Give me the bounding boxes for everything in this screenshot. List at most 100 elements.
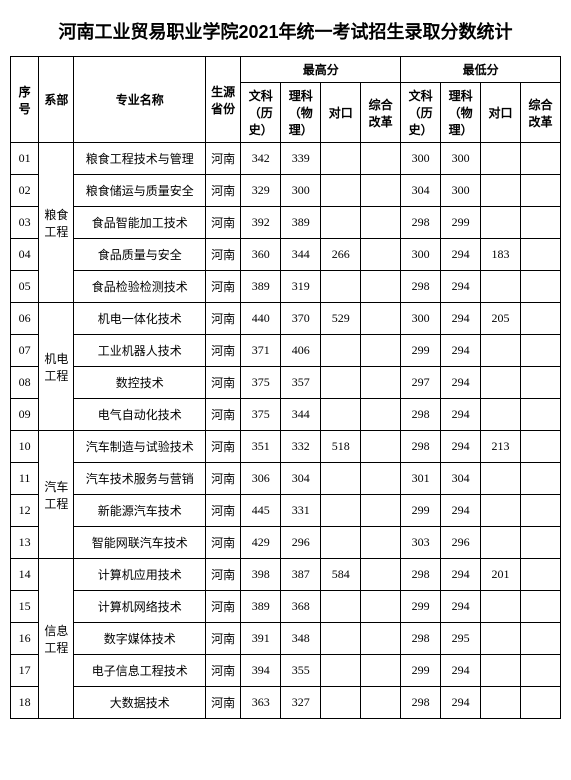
cell-high-zong [361,271,401,303]
cell-high-li: 319 [281,271,321,303]
cell-low-dui [481,463,521,495]
cell-prov: 河南 [206,399,241,431]
cell-high-dui [321,399,361,431]
table-row: 06机电工程机电一体化技术河南440370529300294205 [11,303,561,335]
cell-high-wen: 371 [241,335,281,367]
cell-low-dui [481,655,521,687]
cell-low-zong [521,527,561,559]
cell-high-li: 387 [281,559,321,591]
cell-high-wen: 394 [241,655,281,687]
cell-low-zong [521,239,561,271]
table-row: 14信息工程计算机应用技术河南398387584298294201 [11,559,561,591]
th-seq: 序号 [11,57,39,143]
cell-low-zong [521,271,561,303]
cell-major: 电子信息工程技术 [74,655,206,687]
cell-prov: 河南 [206,367,241,399]
cell-high-dui [321,655,361,687]
cell-low-li: 294 [441,655,481,687]
cell-high-zong [361,623,401,655]
page-title: 河南工业贸易职业学院2021年统一考试招生录取分数统计 [10,18,561,44]
cell-low-li: 304 [441,463,481,495]
cell-low-wen: 298 [401,687,441,719]
cell-low-li: 294 [441,559,481,591]
cell-low-zong [521,399,561,431]
cell-prov: 河南 [206,559,241,591]
cell-low-wen: 300 [401,303,441,335]
cell-prov: 河南 [206,431,241,463]
cell-prov: 河南 [206,687,241,719]
cell-high-wen: 306 [241,463,281,495]
cell-low-li: 299 [441,207,481,239]
cell-seq: 15 [11,591,39,623]
cell-high-wen: 389 [241,591,281,623]
cell-major: 机电一体化技术 [74,303,206,335]
cell-seq: 13 [11,527,39,559]
cell-low-dui [481,399,521,431]
cell-prov: 河南 [206,207,241,239]
cell-low-wen: 299 [401,495,441,527]
cell-low-dui [481,591,521,623]
cell-low-wen: 299 [401,655,441,687]
cell-high-zong [361,463,401,495]
cell-low-wen: 298 [401,207,441,239]
cell-high-dui: 529 [321,303,361,335]
cell-high-wen: 445 [241,495,281,527]
cell-low-wen: 299 [401,335,441,367]
cell-high-zong [361,559,401,591]
cell-high-wen: 398 [241,559,281,591]
cell-high-zong [361,335,401,367]
cell-low-wen: 304 [401,175,441,207]
cell-low-zong [521,463,561,495]
cell-prov: 河南 [206,655,241,687]
cell-major: 数字媒体技术 [74,623,206,655]
cell-high-wen: 342 [241,143,281,175]
cell-major: 汽车技术服务与营销 [74,463,206,495]
cell-low-li: 294 [441,495,481,527]
cell-seq: 14 [11,559,39,591]
cell-major: 数控技术 [74,367,206,399]
cell-dept: 信息工程 [39,559,74,719]
table-row: 09电气自动化技术河南375344298294 [11,399,561,431]
table-row: 17电子信息工程技术河南394355299294 [11,655,561,687]
cell-low-wen: 301 [401,463,441,495]
cell-high-dui: 518 [321,431,361,463]
cell-high-wen: 351 [241,431,281,463]
cell-major: 大数据技术 [74,687,206,719]
cell-low-wen: 299 [401,591,441,623]
cell-low-zong [521,687,561,719]
th-high-wen: 文科（历史） [241,83,281,143]
cell-high-li: 406 [281,335,321,367]
cell-high-li: 300 [281,175,321,207]
cell-high-li: 344 [281,239,321,271]
cell-prov: 河南 [206,591,241,623]
cell-low-wen: 303 [401,527,441,559]
table-row: 18大数据技术河南363327298294 [11,687,561,719]
cell-prov: 河南 [206,175,241,207]
cell-low-dui: 201 [481,559,521,591]
cell-high-dui: 266 [321,239,361,271]
cell-dept: 粮食工程 [39,143,74,303]
cell-prov: 河南 [206,303,241,335]
cell-low-wen: 297 [401,367,441,399]
cell-major: 计算机网络技术 [74,591,206,623]
cell-high-dui [321,591,361,623]
cell-major: 汽车制造与试验技术 [74,431,206,463]
cell-low-dui [481,207,521,239]
cell-high-li: 296 [281,527,321,559]
cell-major: 新能源汽车技术 [74,495,206,527]
cell-low-zong [521,143,561,175]
th-high-group: 最高分 [241,57,401,83]
th-low-li: 理科（物理） [441,83,481,143]
cell-high-li: 304 [281,463,321,495]
cell-high-li: 327 [281,687,321,719]
cell-prov: 河南 [206,271,241,303]
cell-high-zong [361,303,401,335]
cell-high-li: 331 [281,495,321,527]
cell-low-li: 294 [441,303,481,335]
cell-dept: 机电工程 [39,303,74,431]
table-header: 序号 系部 专业名称 生源省份 最高分 最低分 文科（历史） 理科（物理） 对口… [11,57,561,143]
cell-low-li: 294 [441,687,481,719]
th-low-zong: 综合改革 [521,83,561,143]
cell-low-zong [521,591,561,623]
cell-low-dui [481,623,521,655]
